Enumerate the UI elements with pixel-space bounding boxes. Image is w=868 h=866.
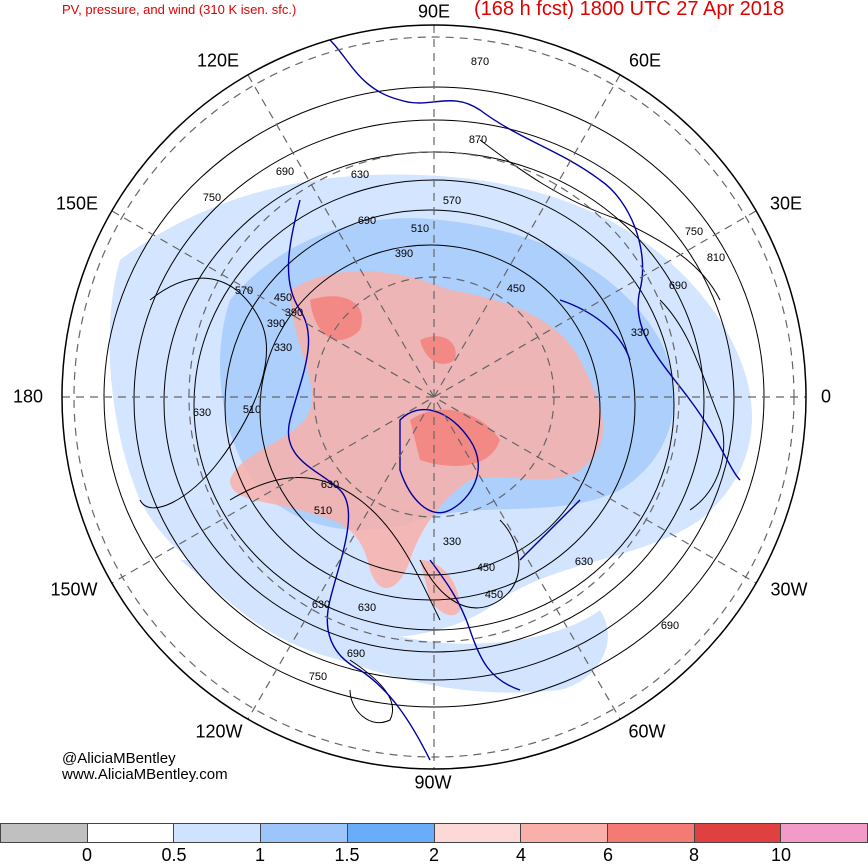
colorbar-segment [87, 823, 175, 843]
contour-label: 510 [314, 505, 332, 517]
lon-label-120e: 120E [196, 50, 240, 71]
map-subtitle: PV, pressure, and wind (310 K isen. sfc.… [62, 2, 297, 17]
polar-map: 870 870 570 510 630 690 690 750 750 810 … [61, 24, 807, 770]
contour-label: 330 [443, 536, 461, 548]
contour-label: 450 [485, 589, 503, 601]
contour-label: 450 [507, 283, 525, 295]
credit-website[interactable]: www.AliciaMBentley.com [62, 766, 228, 783]
lon-label-150w: 150W [50, 579, 98, 600]
contour-label: 450 [477, 562, 495, 574]
map-title: (168 h fcst) 1800 UTC 27 Apr 2018 [474, 0, 785, 20]
colorbar-segment [261, 823, 348, 843]
colorbar-tick: 10 [770, 845, 792, 865]
lon-label-120w: 120W [195, 721, 243, 742]
contour-label: 750 [685, 226, 703, 238]
contour-label: 750 [309, 671, 327, 683]
colorbar [0, 823, 868, 843]
lon-label-150e: 150E [55, 193, 99, 214]
contour-label: 450 [274, 292, 292, 304]
contour-label: 390 [267, 318, 285, 330]
contour-label: 510 [411, 223, 429, 235]
latlon-grid [62, 25, 806, 769]
contour-label: 630 [575, 556, 593, 568]
lon-label-90e: 90E [417, 1, 451, 22]
lon-label-30w: 30W [770, 579, 808, 600]
contour-label: 390 [285, 307, 303, 319]
contour-label: 510 [243, 404, 261, 416]
contour-label: 630 [351, 169, 369, 181]
colorbar-tick: 0 [81, 845, 93, 865]
colorbar-tick: 2 [428, 845, 440, 865]
contour-label: 630 [193, 407, 211, 419]
contour-label: 690 [669, 280, 687, 292]
colorbar-segment [0, 823, 88, 843]
contour-label: 330 [274, 342, 292, 354]
pv-shading-max [310, 296, 500, 466]
lon-label-180: 180 [12, 386, 44, 407]
contour-label: 630 [321, 479, 339, 491]
contour-label: 390 [395, 248, 413, 260]
colorbar-tick: 6 [602, 845, 614, 865]
contour-label: 690 [661, 620, 679, 632]
contour-label: 630 [358, 602, 376, 614]
map-boundary [61, 24, 807, 770]
colorbar-segment [781, 823, 868, 843]
lon-label-30e: 30E [769, 193, 803, 214]
contour-label: 630 [312, 599, 330, 611]
contour-label: 690 [347, 648, 365, 660]
contour-labels: 870 870 570 510 630 690 690 750 750 810 … [193, 56, 725, 683]
colorbar-tick: 8 [688, 845, 700, 865]
coastlines [287, 39, 741, 761]
contour-label: 870 [469, 134, 487, 146]
colorbar-segment [607, 823, 695, 843]
colorbar-tick: 0.5 [161, 845, 187, 865]
contour-label: 810 [707, 252, 725, 264]
contour-label: 570 [443, 195, 461, 207]
lon-label-0: 0 [820, 386, 832, 407]
colorbar-segment [434, 823, 522, 843]
colorbar-tick: 1.5 [334, 845, 360, 865]
lon-label-90w: 90W [414, 772, 452, 793]
colorbar-segment [694, 823, 782, 843]
contour-label: 750 [203, 192, 221, 204]
contour-label: 870 [471, 56, 489, 68]
colorbar-tick: 1 [254, 845, 266, 865]
colorbar-tick: 4 [515, 845, 527, 865]
lon-label-60w: 60W [628, 721, 666, 742]
contour-label: 570 [235, 285, 253, 297]
contour-label: 330 [631, 327, 649, 339]
colorbar-segment [521, 823, 608, 843]
lon-label-60e: 60E [628, 50, 662, 71]
contour-label: 690 [358, 215, 376, 227]
credit-handle: @AliciaMBentley [62, 750, 176, 767]
colorbar-segment [174, 823, 262, 843]
colorbar-segment [347, 823, 435, 843]
contour-label: 690 [276, 166, 294, 178]
